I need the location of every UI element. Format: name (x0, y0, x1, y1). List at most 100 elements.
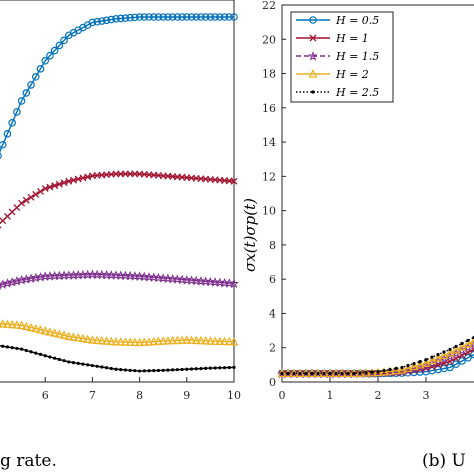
left-data-point (17, 97, 26, 105)
left-data-point (225, 13, 234, 21)
left-data-point (116, 14, 125, 23)
left-data-point (178, 13, 186, 21)
right-y-tick-label: 8 (269, 239, 276, 252)
left-data-point (17, 320, 27, 330)
right-data-point (406, 363, 410, 368)
left-data-point (76, 361, 80, 365)
left-data-point (206, 13, 215, 21)
left-data-point (215, 336, 225, 346)
right-data-point (454, 344, 458, 349)
left-data-point (158, 336, 168, 345)
left-data-point (111, 337, 121, 346)
left-series-1 (0, 170, 238, 229)
right-data-point (427, 355, 437, 365)
left-data-point (24, 348, 28, 353)
left-data-point (145, 13, 153, 21)
right-data-point (337, 368, 347, 378)
right-y-tick-label: 0 (269, 376, 276, 389)
left-data-point (69, 332, 79, 341)
left-series-line (0, 16, 234, 153)
left-x-tick-label: 6 (42, 389, 49, 402)
left-data-point (201, 336, 211, 345)
left-data-point (106, 336, 116, 346)
right-data-point (361, 368, 371, 377)
left-data-point (128, 368, 132, 372)
right-data-point (412, 361, 416, 366)
left-data-point (220, 13, 229, 21)
right-data-point (289, 368, 299, 378)
right-data-point (298, 371, 302, 376)
left-data-point (98, 17, 106, 25)
left-data-point (189, 367, 194, 371)
right-data-point (446, 363, 454, 372)
left-data-point (135, 13, 144, 21)
left-data-point (177, 335, 187, 344)
left-plot-frame (0, 0, 235, 383)
left-data-point (109, 366, 113, 371)
left-data-point (31, 73, 40, 81)
right-data-point (319, 368, 329, 378)
left-x-ticks: 6 7 8 9 10 (42, 377, 241, 402)
left-data-point (71, 361, 76, 365)
right-data-point (334, 371, 338, 376)
right-data-point (469, 336, 474, 345)
legend-entry-label: H = 0.5 (335, 14, 379, 27)
left-data-point (205, 336, 215, 345)
right-y-tick-label: 18 (262, 68, 276, 81)
left-data-point (60, 179, 68, 187)
right-data-point (460, 341, 464, 346)
left-data-point (90, 363, 94, 368)
right-data-point (415, 360, 425, 369)
right-data-point (322, 371, 326, 376)
left-caption: g rate. (0, 451, 57, 471)
right-data-point (457, 342, 467, 351)
right-data-point (277, 368, 287, 378)
right-data-point (295, 368, 305, 378)
left-data-point (5, 345, 10, 349)
left-data-point (10, 346, 14, 350)
left-data-point (57, 357, 61, 362)
left-data-point (67, 360, 71, 364)
left-data-point (73, 333, 83, 342)
right-series-4 (280, 335, 474, 376)
left-data-point (220, 336, 230, 346)
left-data-point (21, 274, 32, 284)
right-data-point (331, 368, 341, 378)
left-data-point (229, 278, 239, 289)
right-data-point (310, 371, 314, 376)
left-data-point (8, 119, 16, 127)
left-data-point (192, 13, 201, 21)
left-data-point (12, 320, 22, 329)
left-data-point (191, 335, 201, 345)
left-data-point (43, 354, 47, 358)
left-data-point (0, 319, 8, 328)
left-data-point (144, 337, 154, 346)
left-data-point (135, 337, 145, 347)
left-data-point (196, 335, 206, 345)
right-data-point (445, 348, 455, 357)
left-data-point (26, 322, 36, 332)
left-data-point (218, 366, 222, 370)
left-data-point (140, 13, 149, 21)
left-data-point (102, 16, 111, 25)
left-series-3 (0, 319, 239, 347)
left-data-point (34, 351, 38, 355)
left-data-point (187, 335, 197, 344)
left-data-point (27, 193, 35, 201)
left-data-point (164, 13, 172, 21)
left-data-point (3, 130, 12, 138)
right-data-point (397, 365, 407, 374)
left-data-point (0, 152, 2, 159)
left-data-point (149, 336, 159, 346)
left-data-point (83, 334, 93, 343)
left-data-point (45, 327, 55, 336)
left-data-point (36, 65, 45, 73)
left-series-0 (0, 13, 238, 159)
right-data-point (292, 371, 296, 376)
left-panel: 6 7 8 9 10 g rate. (0, 0, 241, 471)
left-data-point (125, 337, 135, 346)
left-data-point (53, 356, 57, 360)
left-data-point (16, 274, 27, 285)
right-data-point (430, 355, 434, 359)
